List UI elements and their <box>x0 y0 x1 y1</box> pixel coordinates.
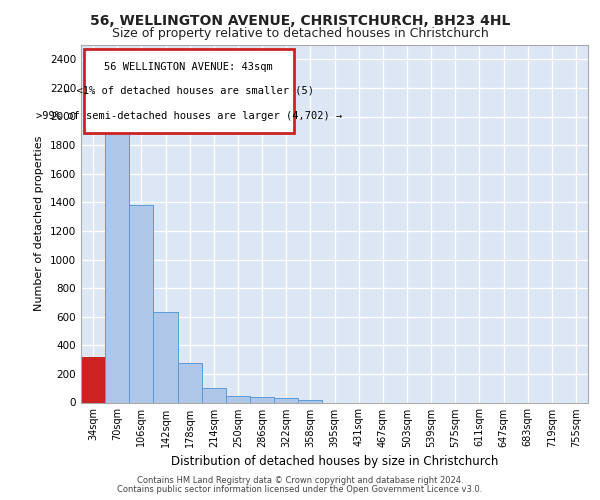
Bar <box>178 363 202 403</box>
FancyBboxPatch shape <box>83 48 294 132</box>
Text: ← <1% of detached houses are smaller (5): ← <1% of detached houses are smaller (5) <box>64 86 314 96</box>
Y-axis label: Number of detached properties: Number of detached properties <box>34 136 44 312</box>
Text: >99% of semi-detached houses are larger (4,702) →: >99% of semi-detached houses are larger … <box>35 111 342 121</box>
Bar <box>226 396 250 402</box>
Text: Contains public sector information licensed under the Open Government Licence v3: Contains public sector information licen… <box>118 485 482 494</box>
X-axis label: Distribution of detached houses by size in Christchurch: Distribution of detached houses by size … <box>171 455 498 468</box>
Bar <box>274 398 298 402</box>
Text: Size of property relative to detached houses in Christchurch: Size of property relative to detached ho… <box>112 28 488 40</box>
Text: 56, WELLINGTON AVENUE, CHRISTCHURCH, BH23 4HL: 56, WELLINGTON AVENUE, CHRISTCHURCH, BH2… <box>90 14 510 28</box>
Bar <box>154 312 178 402</box>
Bar <box>298 400 322 402</box>
Bar <box>105 124 129 402</box>
Bar <box>129 205 154 402</box>
Text: 56 WELLINGTON AVENUE: 43sqm: 56 WELLINGTON AVENUE: 43sqm <box>104 62 273 72</box>
Bar <box>202 388 226 402</box>
Bar <box>250 398 274 402</box>
Bar <box>81 358 105 403</box>
Text: Contains HM Land Registry data © Crown copyright and database right 2024.: Contains HM Land Registry data © Crown c… <box>137 476 463 485</box>
